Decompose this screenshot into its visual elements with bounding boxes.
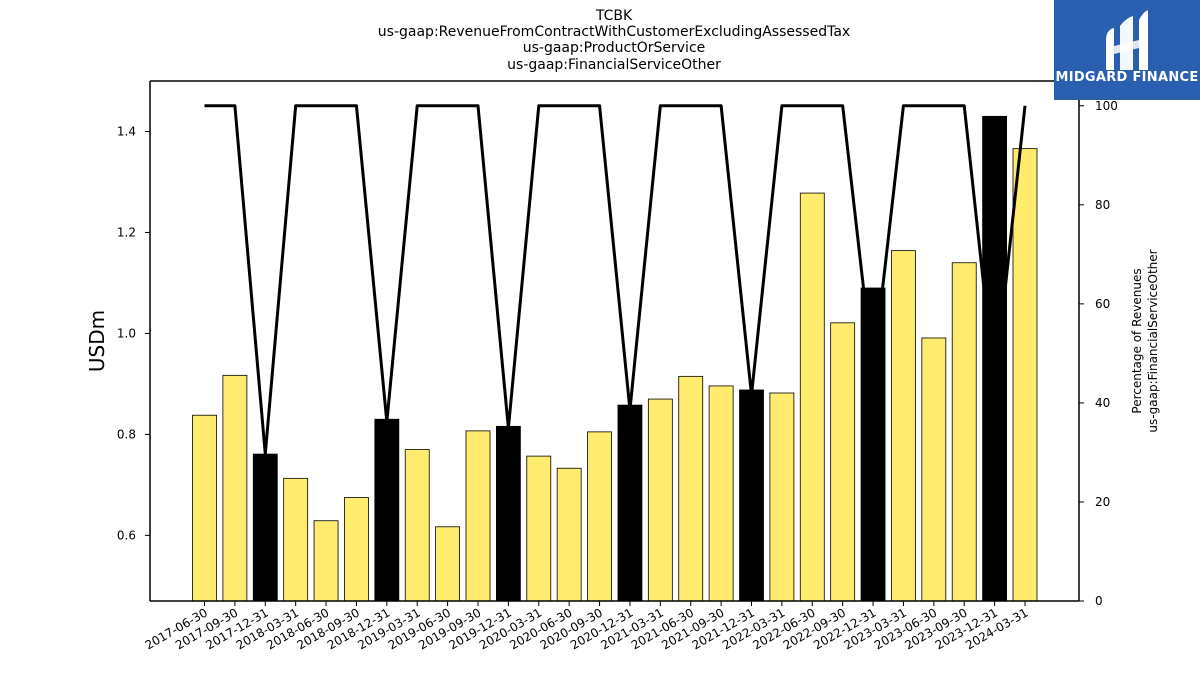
bar-2020-09-30 [587,431,612,602]
left-y-tick-label: 0.6 [117,528,136,542]
title-line-2: us-gaap:RevenueFromContractWithCustomerE… [378,24,850,40]
logo-mark-icon [1106,10,1148,70]
bar-2019-06-30 [435,526,461,602]
right-y-ticks: 0 20 40 60 80 100 [1079,99,1118,608]
percentage-line [204,104,1027,456]
y-axis-label-right-line-1: Percentage of Revenues [1130,268,1144,413]
bar-2023-09-30 [951,262,977,602]
bar-2018-12-31 [374,418,400,602]
logo-text: MIDGARD FINANCE [1055,70,1198,85]
bar-2021-12-31 [739,389,764,602]
bar-2017-06-30 [192,414,217,602]
bar-2020-03-31 [526,455,552,602]
bar-2023-12-31 [982,115,1008,602]
bar-2019-03-31 [404,449,430,602]
y-axis-label-left: USDm [85,310,109,372]
title-line-4: us-gaap:FinancialServiceOther [507,57,721,73]
plot-frame [149,80,1080,602]
bar-2018-09-30 [344,497,369,602]
bar-2022-09-30 [830,322,856,602]
bar-2022-06-30 [799,192,825,602]
left-y-ticks: 0.6 0.8 1.0 1.2 1.4 [117,124,150,542]
right-y-tick-label: 80 [1095,198,1110,212]
bar-2022-12-31 [860,287,886,602]
right-y-tick-label: 20 [1095,495,1110,509]
left-y-tick-label: 1.0 [117,326,136,340]
left-y-tick-label: 1.4 [117,124,136,138]
bar-2021-09-30 [708,385,734,602]
right-y-tick-label: 60 [1095,297,1110,311]
midgard-finance-logo: MIDGARD FINANCE [1054,0,1200,100]
bar-2020-06-30 [556,467,582,602]
left-y-tick-label: 1.2 [117,225,136,239]
bar-2018-03-31 [283,477,309,602]
y-axis-label-right-line-2: us-gaap:FinancialServiceOther [1146,249,1160,432]
bar-2020-12-31 [617,404,643,602]
title-line-1: TCBK [595,8,633,24]
right-y-tick-label: 40 [1095,396,1110,410]
bar-2018-06-30 [313,520,339,602]
bar-2019-09-30 [465,430,491,602]
bar-2017-09-30 [222,374,248,602]
chart-title: TCBK us-gaap:RevenueFromContractWithCust… [378,8,850,73]
bar-2023-06-30 [921,337,947,602]
bar-2019-12-31 [495,425,521,602]
bar-2024-03-31 [1012,148,1038,602]
bar-series [192,115,1038,602]
bar-2017-12-31 [252,453,278,602]
bar-2021-03-31 [647,398,673,602]
bar-2022-03-31 [769,392,795,602]
right-y-tick-label: 100 [1095,99,1118,113]
x-ticks: 2017-06-302017-09-302017-12-312018-03-31… [143,601,1031,652]
right-y-tick-label: 0 [1095,594,1103,608]
bar-2023-03-31 [891,250,916,602]
left-y-tick-label: 0.8 [117,427,136,441]
title-line-3: us-gaap:ProductOrService [523,40,706,56]
bar-2021-06-30 [678,375,704,602]
percentage-line-series [204,104,1027,456]
